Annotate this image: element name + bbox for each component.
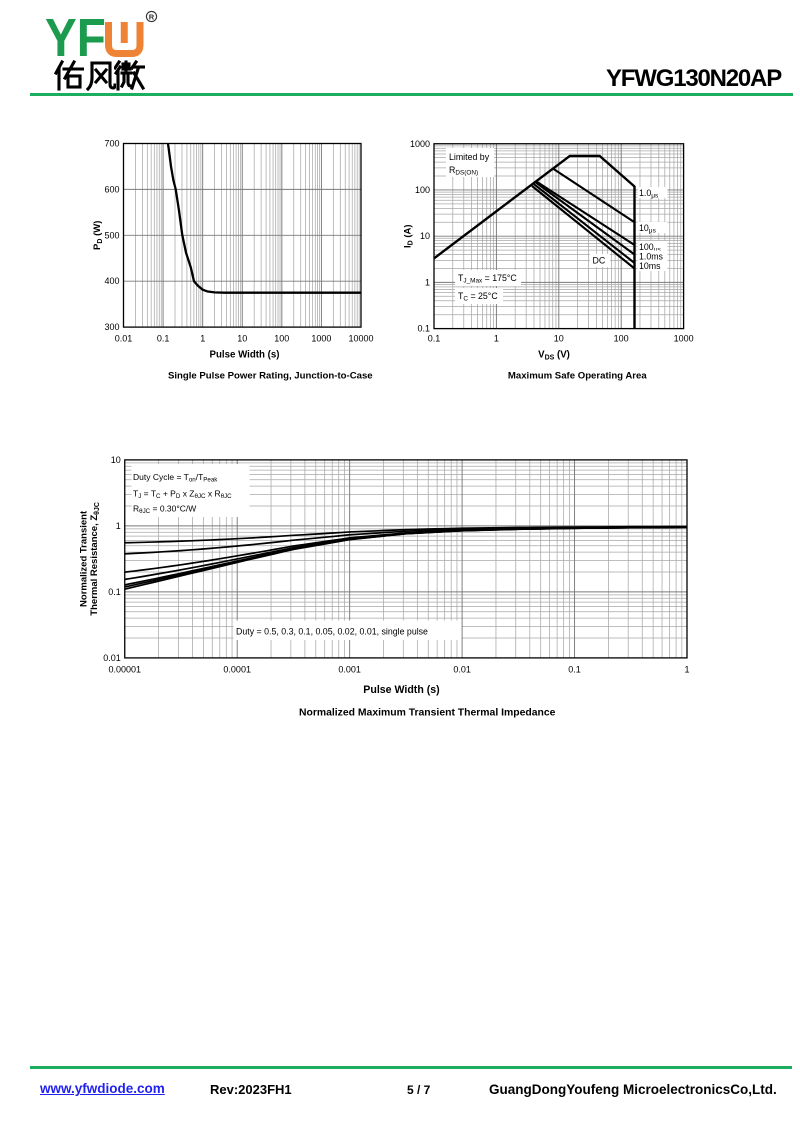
- svg-text:1000: 1000: [311, 334, 331, 344]
- svg-text:10000: 10000: [348, 334, 373, 344]
- svg-text:10ms: 10ms: [639, 261, 661, 271]
- svg-text:0.0001: 0.0001: [223, 664, 251, 674]
- svg-text:500: 500: [104, 230, 119, 240]
- svg-text:1000: 1000: [410, 139, 430, 149]
- svg-text:Thermal Resistance, ZθJC: Thermal Resistance, ZθJC: [89, 502, 101, 616]
- svg-text:0.1: 0.1: [157, 334, 170, 344]
- svg-text:0.001: 0.001: [338, 664, 361, 674]
- svg-text:ID (A): ID (A): [403, 224, 415, 248]
- svg-text:1.0ms: 1.0ms: [639, 252, 664, 262]
- svg-text:100: 100: [274, 334, 289, 344]
- svg-text:10: 10: [554, 334, 564, 344]
- svg-text:Pulse Width (s): Pulse Width (s): [363, 684, 439, 696]
- svg-text:Maximum Safe Operating Area: Maximum Safe Operating Area: [508, 371, 647, 382]
- svg-text:0.00001: 0.00001: [109, 664, 142, 674]
- svg-text:1: 1: [116, 521, 121, 531]
- svg-text:1: 1: [200, 334, 205, 344]
- svg-text:400: 400: [104, 276, 119, 286]
- svg-text:100: 100: [614, 334, 629, 344]
- svg-text:PD (W): PD (W): [92, 221, 104, 250]
- svg-text:Duty = 0.5, 0.3, 0.1, 0.05, 0.: Duty = 0.5, 0.3, 0.1, 0.05, 0.02, 0.01, …: [236, 627, 428, 637]
- svg-text:1.0μs: 1.0μs: [639, 188, 659, 199]
- svg-text:600: 600: [104, 184, 119, 194]
- svg-text:Normalized Transient: Normalized Transient: [79, 510, 90, 607]
- svg-text:700: 700: [104, 139, 119, 149]
- svg-text:Single Pulse Power Rating, Jun: Single Pulse Power Rating, Junction-to-C…: [168, 371, 373, 382]
- svg-text:10μs: 10μs: [639, 223, 657, 234]
- svg-text:R: R: [149, 12, 155, 21]
- svg-text:VDS (V): VDS (V): [538, 349, 570, 361]
- svg-text:0.1: 0.1: [568, 664, 581, 674]
- svg-text:TJ_Max = 175°C: TJ_Max = 175°C: [458, 273, 517, 285]
- svg-text:0.01: 0.01: [115, 334, 133, 344]
- svg-text:Duty Cycle = Ton/TPeak: Duty Cycle = Ton/TPeak: [133, 472, 218, 484]
- svg-text:Pulse Width (s): Pulse Width (s): [210, 349, 280, 360]
- svg-text:10: 10: [420, 231, 430, 241]
- svg-text:0.01: 0.01: [103, 653, 121, 663]
- svg-text:0.01: 0.01: [453, 664, 471, 674]
- svg-text:10: 10: [111, 455, 121, 465]
- svg-text:Limited by: Limited by: [449, 152, 490, 162]
- svg-text:TJ = TC + PD x ZθJC x RθJC: TJ = TC + PD x ZθJC x RθJC: [133, 489, 232, 501]
- svg-text:100: 100: [415, 185, 430, 195]
- svg-text:RθJC = 0.30°C/W: RθJC = 0.30°C/W: [133, 504, 196, 516]
- svg-text:0.1: 0.1: [428, 334, 441, 344]
- svg-text:1: 1: [494, 334, 499, 344]
- svg-text:100μs: 100μs: [639, 242, 661, 253]
- svg-text:RDS(ON): RDS(ON): [449, 165, 478, 177]
- svg-text:10: 10: [237, 334, 247, 344]
- svg-text:1: 1: [425, 277, 430, 287]
- svg-text:1000: 1000: [674, 334, 694, 344]
- svg-text:TC = 25°C: TC = 25°C: [458, 291, 498, 303]
- svg-text:0.1: 0.1: [108, 587, 121, 597]
- svg-text:DC: DC: [593, 256, 606, 266]
- svg-text:Normalized Maximum Transient T: Normalized Maximum Transient Thermal Imp…: [299, 708, 556, 719]
- svg-text:0.1: 0.1: [417, 324, 430, 334]
- svg-text:300: 300: [104, 322, 119, 332]
- svg-text:1: 1: [684, 664, 689, 674]
